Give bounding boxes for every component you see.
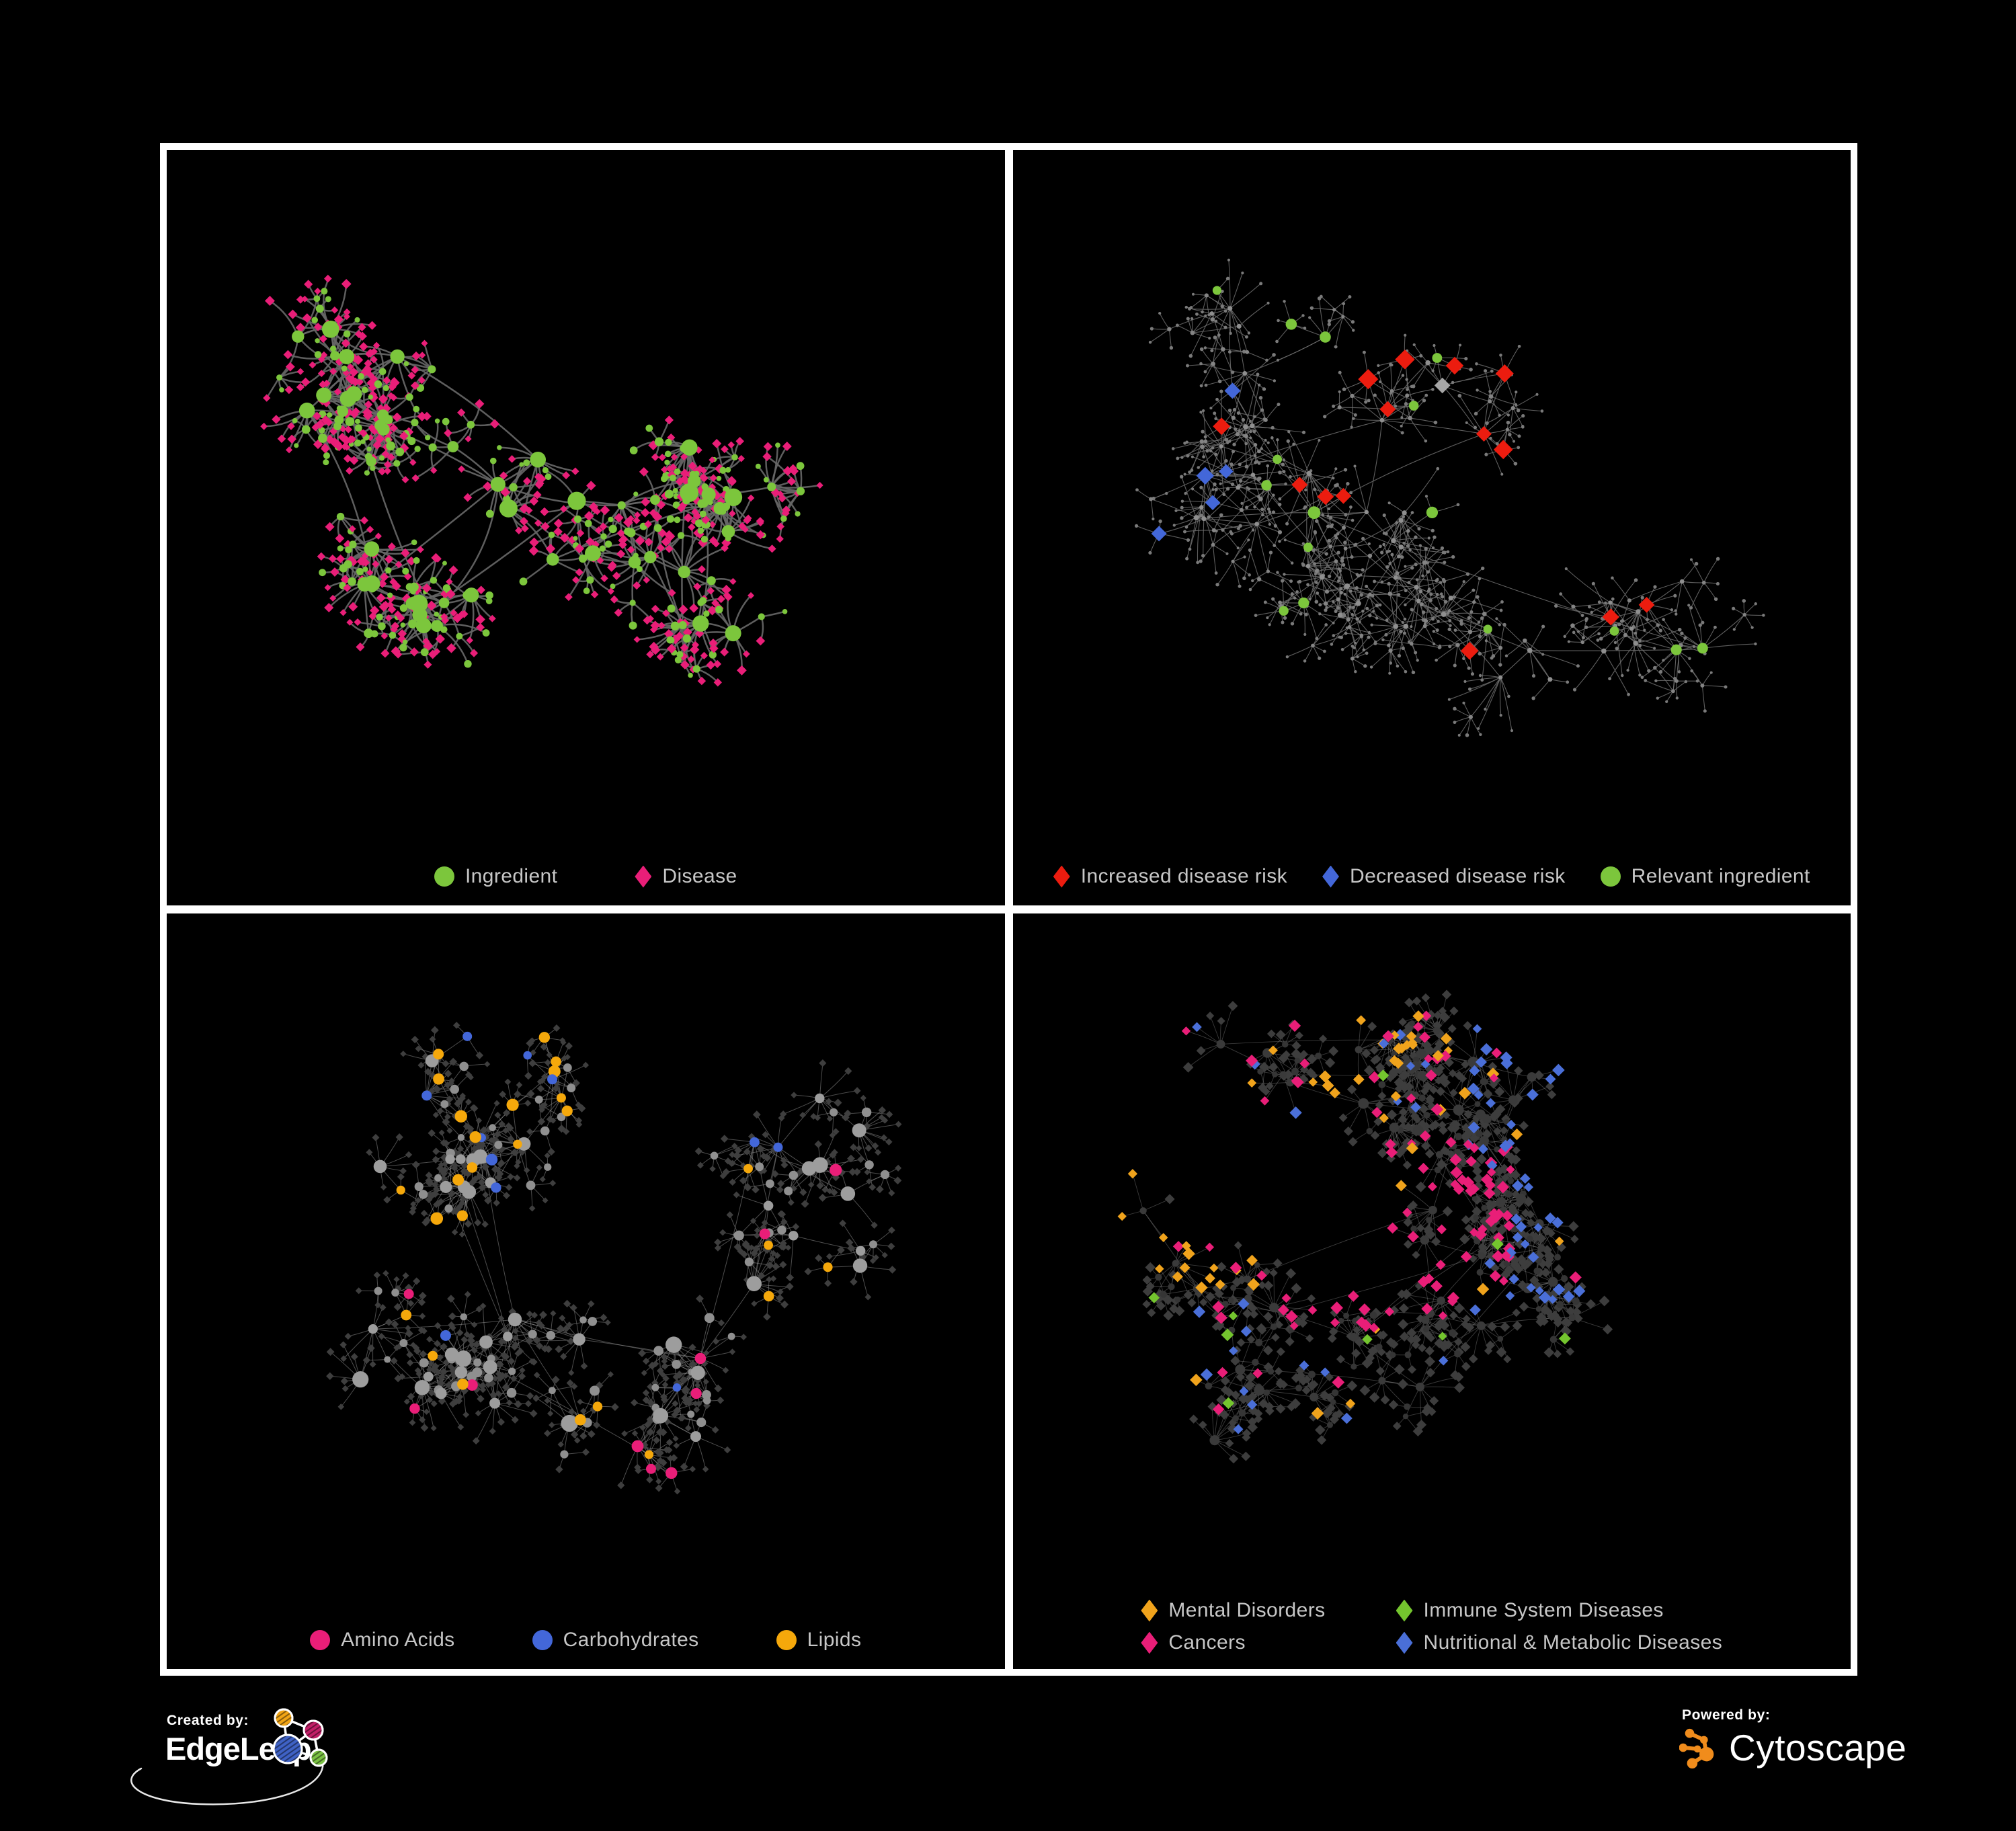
disease-classes-network: [1117, 989, 1613, 1464]
ingredient-disease-network: [260, 274, 823, 687]
decreased-risk-diamond-marker-icon: [1322, 865, 1340, 888]
relevant-ingredient-circle-marker-icon: [1600, 866, 1621, 887]
lipids-circle-marker-icon: [776, 1630, 797, 1650]
legend-item: Amino Acids: [310, 1629, 454, 1652]
legend-item: Mental Disorders: [1141, 1599, 1325, 1622]
legend-item: Increased disease risk: [1053, 865, 1287, 888]
edgeleap-wordmark: EdgeLeap: [165, 1731, 312, 1766]
legend-item: Nutritional & Metabolic Diseases: [1396, 1631, 1723, 1654]
metabolic-diseases-diamond-marker-icon: [1396, 1631, 1413, 1654]
legend-item: Decreased disease risk: [1322, 865, 1566, 888]
panel-macronutrient-classes: Amino Acids Carbohydrates Lipids: [167, 913, 1005, 1669]
legend-label: Immune System Diseases: [1423, 1599, 1664, 1621]
panel-disease-risk: Increased disease risk Decreased disease…: [1012, 150, 1851, 905]
disease-diamond-marker-icon: [635, 865, 652, 888]
legend-label: Nutritional & Metabolic Diseases: [1423, 1631, 1723, 1654]
mental-disorders-diamond-marker-icon: [1141, 1599, 1158, 1622]
legend-item: Relevant ingredient: [1600, 865, 1810, 888]
cytoscape-wordmark: Cytoscape: [1729, 1727, 1907, 1768]
legend-label: Ingredient: [465, 865, 558, 887]
powered-by-label: Powered by:: [1682, 1707, 1771, 1723]
amino-acids-circle-marker-icon: [310, 1630, 331, 1650]
legend-item: Immune System Diseases: [1396, 1599, 1723, 1622]
legend-label: Decreased disease risk: [1350, 865, 1566, 887]
cytoscape-credit: Powered by: Cytoscape: [1679, 1707, 1988, 1769]
edgeleap-credit: Created by: EdgeLeap: [106, 1703, 442, 1831]
increased-risk-diamond-marker-icon: [1053, 865, 1070, 888]
legend-item: Ingredient: [434, 865, 557, 888]
legend-disease-risk: Increased disease risk Decreased disease…: [1013, 865, 1851, 888]
legend-item: Cancers: [1141, 1631, 1325, 1654]
legend-label: Increased disease risk: [1080, 865, 1288, 887]
legend-item: Carbohydrates: [532, 1629, 699, 1652]
immune-diseases-diamond-marker-icon: [1396, 1599, 1413, 1622]
legend-label: Mental Disorders: [1168, 1599, 1326, 1621]
cytoscape-logo-row: Cytoscape: [1679, 1726, 1988, 1769]
ingredient-circle-marker-icon: [434, 866, 454, 887]
legend-item: Lipids: [776, 1629, 862, 1652]
cancers-diamond-marker-icon: [1141, 1631, 1158, 1654]
legend-item: Disease: [635, 865, 737, 888]
figure-grid: Ingredient Disease Increased disease ris…: [160, 143, 1857, 1676]
disease-risk-network: [1134, 258, 1765, 737]
legend-label: Relevant ingredient: [1631, 865, 1810, 887]
legend-label: Lipids: [807, 1629, 862, 1651]
macronutrient-network: [326, 1022, 902, 1495]
legend-label: Cancers: [1168, 1631, 1246, 1654]
legend-disease-classes: Mental Disorders Immune System Diseases …: [1013, 1599, 1851, 1654]
legend-label: Disease: [662, 865, 737, 887]
legend-ingredient-disease: Ingredient Disease: [167, 865, 1005, 888]
cytoscape-logo-icon: [1679, 1728, 1714, 1768]
panel-disease-classes: Mental Disorders Immune System Diseases …: [1012, 913, 1851, 1669]
carbohydrates-circle-marker-icon: [532, 1630, 553, 1650]
legend-macronutrients: Amino Acids Carbohydrates Lipids: [167, 1629, 1005, 1652]
legend-label: Amino Acids: [341, 1629, 455, 1651]
created-by-label: Created by:: [167, 1713, 249, 1728]
legend-label: Carbohydrates: [563, 1629, 699, 1651]
panel-ingredient-disease: Ingredient Disease: [167, 150, 1005, 905]
